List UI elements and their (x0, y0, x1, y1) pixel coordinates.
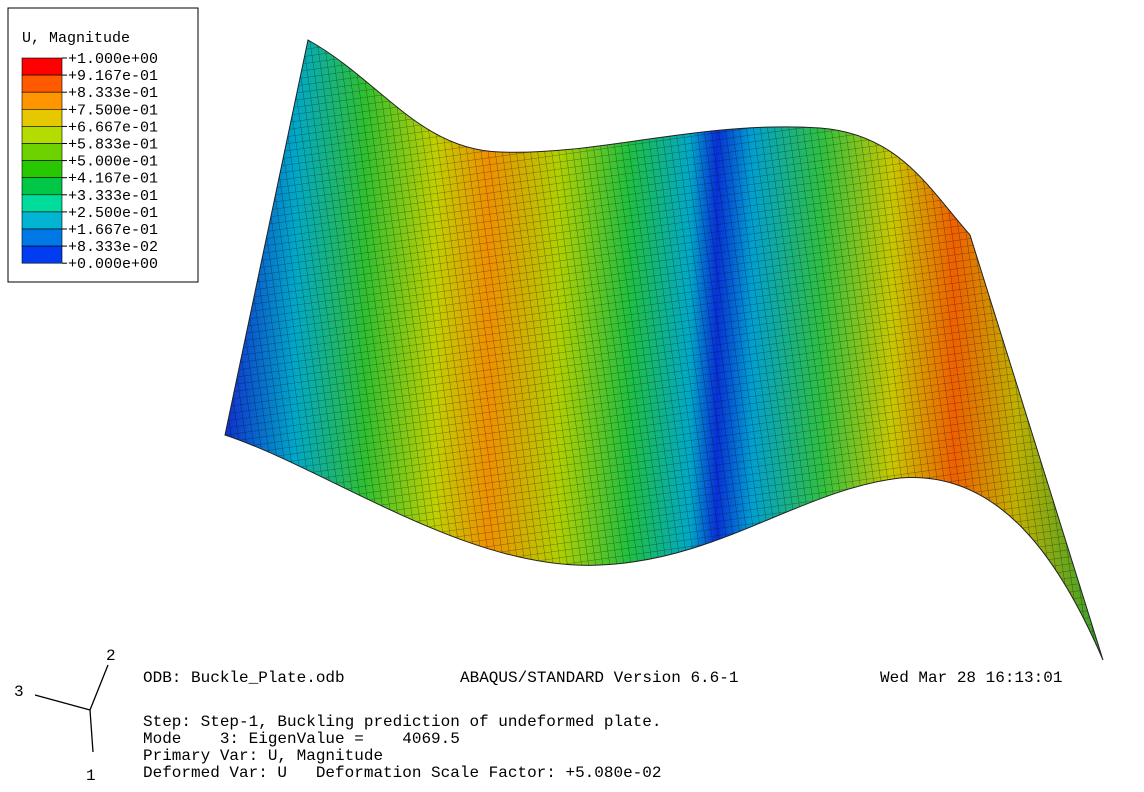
legend-label: +1.667e-01 (68, 222, 158, 239)
version: ABAQUS/STANDARD Version 6.6-1 (460, 669, 738, 687)
legend-band (22, 75, 62, 92)
legend-title: U, Magnitude (22, 30, 130, 47)
legend-label: +4.167e-01 (68, 171, 158, 188)
legend-label: +8.333e-02 (68, 239, 158, 256)
legend-label: +1.000e+00 (68, 51, 158, 68)
legend-label: +0.000e+00 (68, 256, 158, 273)
legend-band (22, 58, 62, 75)
triad-label: 1 (86, 767, 96, 785)
legend-band (22, 109, 62, 126)
legend-band (22, 229, 62, 246)
info-line: Deformed Var: U Deformation Scale Factor… (143, 764, 661, 782)
legend-label: +5.000e-01 (68, 154, 158, 171)
legend-band (22, 144, 62, 161)
legend-band (22, 212, 62, 229)
date: Wed Mar 28 16:13:01 (880, 669, 1062, 687)
legend-label: +2.500e-01 (68, 205, 158, 222)
legend-label: +9.167e-01 (68, 68, 158, 85)
legend-label: +3.333e-01 (68, 188, 158, 205)
legend-band (22, 92, 62, 109)
legend-band (22, 178, 62, 195)
legend: +1.000e+00+9.167e-01+8.333e-01+7.500e-01… (22, 51, 158, 273)
triad-label: 2 (106, 647, 116, 665)
info-line: Step: Step-1, Buckling prediction of und… (143, 713, 661, 731)
legend-label: +6.667e-01 (68, 119, 158, 136)
legend-label: +5.833e-01 (68, 137, 158, 154)
info-line: Mode 3: EigenValue = 4069.5 (143, 730, 460, 748)
legend-band (22, 161, 62, 178)
legend-label: +8.333e-01 (68, 85, 158, 102)
triad-label: 3 (14, 683, 24, 701)
plate (225, 40, 1103, 660)
triad (35, 665, 108, 752)
viewport: U, Magnitude +1.000e+00+9.167e-01+8.333e… (0, 0, 1144, 792)
legend-band (22, 126, 62, 143)
legend-band (22, 195, 62, 212)
odb-name: ODB: Buckle_Plate.odb (143, 669, 345, 687)
legend-band (22, 246, 62, 263)
info-line: Primary Var: U, Magnitude (143, 747, 383, 765)
legend-label: +7.500e-01 (68, 102, 158, 119)
